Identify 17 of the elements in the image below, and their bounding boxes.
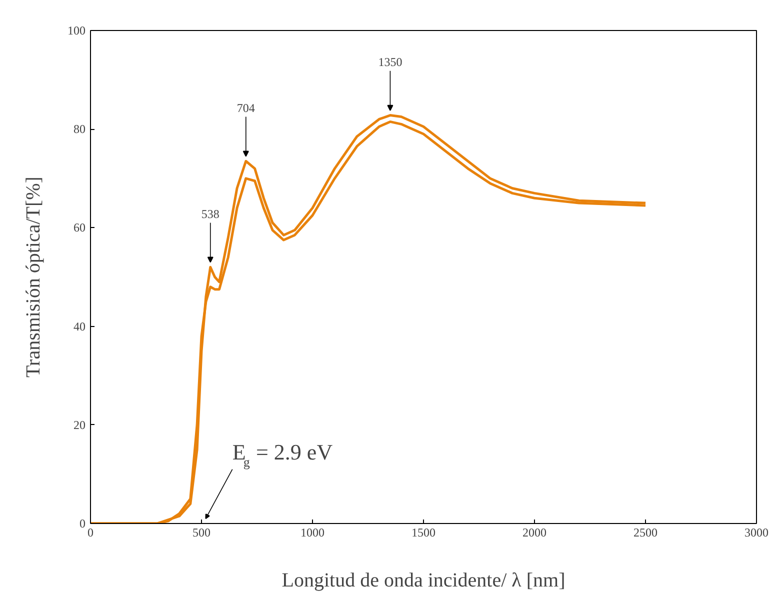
annotation: 538 — [201, 206, 220, 221]
y-tick-label: 80 — [74, 122, 86, 136]
annotation: 704 — [236, 100, 255, 115]
y-tick-label: 100 — [68, 24, 86, 38]
y-tick-label: 0 — [80, 516, 86, 530]
x-axis-title: Longitud de onda incidente/ λ [nm] — [282, 570, 566, 592]
x-tick-label: 1500 — [412, 526, 436, 540]
x-tick-label: 2500 — [634, 526, 658, 540]
x-tick-label: 3000 — [744, 526, 768, 540]
x-tick-label: 1000 — [300, 526, 324, 540]
y-tick-label: 60 — [74, 220, 86, 235]
y-tick-label: 40 — [74, 319, 86, 334]
y-axis-title: Transmisión óptica/T[%] — [22, 176, 44, 378]
y-tick-label: 20 — [74, 418, 86, 432]
x-tick-label: 500 — [192, 526, 210, 540]
x-tick-label: 2000 — [522, 526, 546, 540]
annotation: 1350 — [378, 54, 402, 69]
